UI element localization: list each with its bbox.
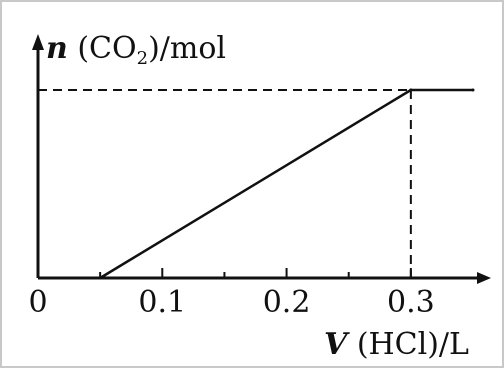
x-axis-arrow bbox=[477, 272, 491, 284]
x-axis-title: V (HCl)/L bbox=[324, 327, 469, 362]
y-axis-arrow bbox=[32, 34, 44, 50]
x-tick-label: 0.2 bbox=[263, 285, 311, 320]
rising-line bbox=[99, 88, 412, 280]
y-axis-lead: (CO bbox=[68, 31, 137, 66]
chart-marks: 0 0.1 0.2 0.3 bbox=[28, 34, 491, 320]
x-tick-label: 0.3 bbox=[387, 285, 435, 320]
data-point bbox=[471, 88, 475, 92]
x-axis-rest: (HCl)/L bbox=[347, 327, 469, 362]
data-point bbox=[409, 88, 413, 92]
y-axis-variable: n bbox=[46, 31, 68, 66]
y-axis-subscript: 2 bbox=[137, 48, 148, 69]
x-tick-label: 0 bbox=[28, 285, 47, 320]
x-axis-variable: V bbox=[324, 327, 350, 362]
x-tick-label: 0.1 bbox=[138, 285, 186, 320]
y-axis-tail: )/mol bbox=[148, 31, 226, 66]
data-point bbox=[98, 276, 102, 280]
y-axis-title: n (CO2)/mol bbox=[46, 31, 226, 69]
